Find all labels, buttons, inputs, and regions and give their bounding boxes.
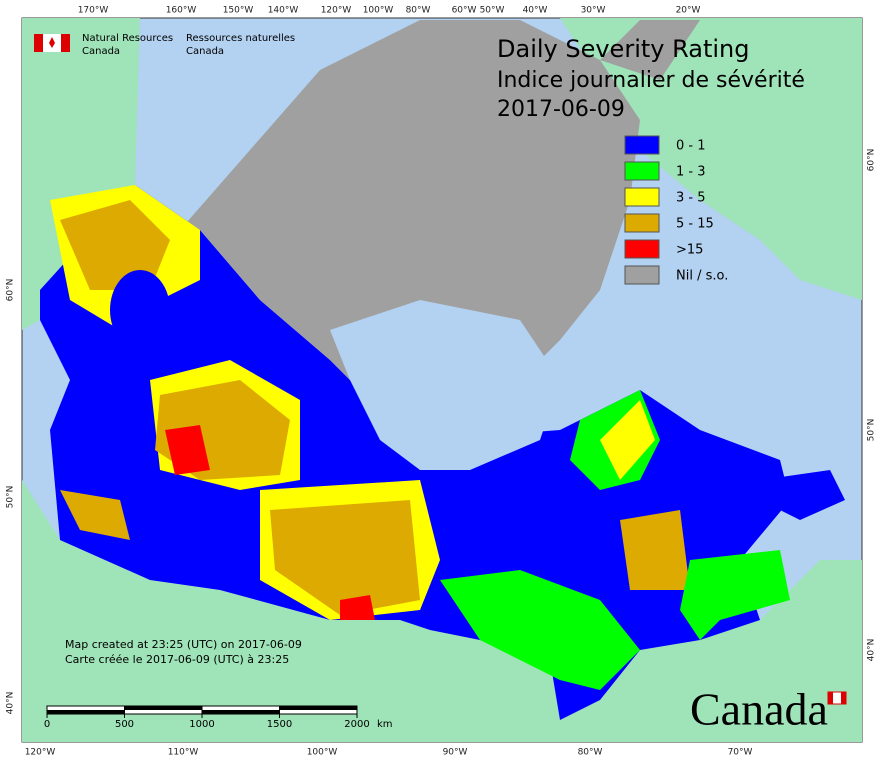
legend-swatch (624, 187, 660, 207)
graticule-label: 50°N (6, 486, 16, 509)
org-en: Canada (82, 46, 120, 57)
scale-label: 1000 (189, 719, 214, 730)
graticule-label: 140°W (268, 6, 299, 16)
org-fr: Ressources naturelles (186, 33, 295, 44)
graticule-label: 100°W (307, 748, 338, 758)
graticule-label: 150°W (223, 6, 254, 16)
graticule-label: 50°W (480, 6, 505, 16)
land (22, 18, 862, 742)
scale-label: 2000 (344, 719, 369, 730)
graticule-label: 60°N (867, 149, 877, 172)
note: Carte créée le 2017-06-09 (UTC) à 23:25 (65, 653, 289, 666)
legend-label: 0 - 1 (676, 139, 706, 154)
scale-label: 1500 (267, 719, 292, 730)
legend-swatch (624, 135, 660, 155)
title-fr: Indice journalier de sévérité (497, 68, 805, 93)
legend-label: >15 (676, 243, 703, 258)
graticule-label: 160°W (166, 6, 197, 16)
scale-bar-segment (279, 706, 357, 710)
scale-unit: km (377, 719, 393, 730)
graticule-label: 30°W (581, 6, 606, 16)
legend-swatch (624, 239, 660, 259)
org-fr: Canada (186, 46, 224, 57)
graticule-label: 40°N (867, 639, 877, 662)
scale-bar-segment (124, 706, 202, 710)
graticule-label: 80°W (578, 748, 603, 758)
legend-label: 1 - 3 (676, 165, 706, 180)
graticule-label: 40°W (523, 6, 548, 16)
date: 2017-06-09 (497, 97, 625, 122)
graticule-label: 120°W (321, 6, 352, 16)
scale-label: 500 (115, 719, 134, 730)
scale-label: 0 (44, 719, 50, 730)
legend-swatch (624, 213, 660, 233)
scale-bar-segment (202, 710, 280, 714)
legend-swatch (624, 161, 660, 181)
graticule-label: 80°W (406, 6, 431, 16)
scale-bar-segment (47, 710, 125, 714)
legend-swatch (624, 265, 660, 285)
title: Daily Severity Rating (497, 35, 749, 63)
graticule-label: 100°W (363, 6, 394, 16)
org-en: Natural Resources (82, 33, 173, 44)
legend-label: 3 - 5 (676, 191, 706, 206)
legend-label: Nil / s.o. (676, 269, 728, 284)
canada-wordmark: Canada (690, 684, 828, 735)
graticule-label: 170°W (78, 6, 109, 16)
graticule-label: 90°W (443, 748, 468, 758)
note: Map created at 23:25 (UTC) on 2017-06-09 (65, 638, 302, 651)
legend-label: 5 - 15 (676, 217, 714, 232)
nrcan-logo (34, 34, 70, 52)
graticule-label: 110°W (168, 748, 199, 758)
graticule-label: 120°W (25, 748, 56, 758)
graticule-label: 70°W (728, 748, 753, 758)
graticule-label: 60°N (6, 279, 16, 302)
graticule-label: 40°N (6, 692, 16, 715)
graticule-label: 60°W (452, 6, 477, 16)
wordmark (827, 691, 847, 705)
graticule-label: 50°N (867, 419, 877, 442)
graticule-label: 20°W (676, 6, 701, 16)
